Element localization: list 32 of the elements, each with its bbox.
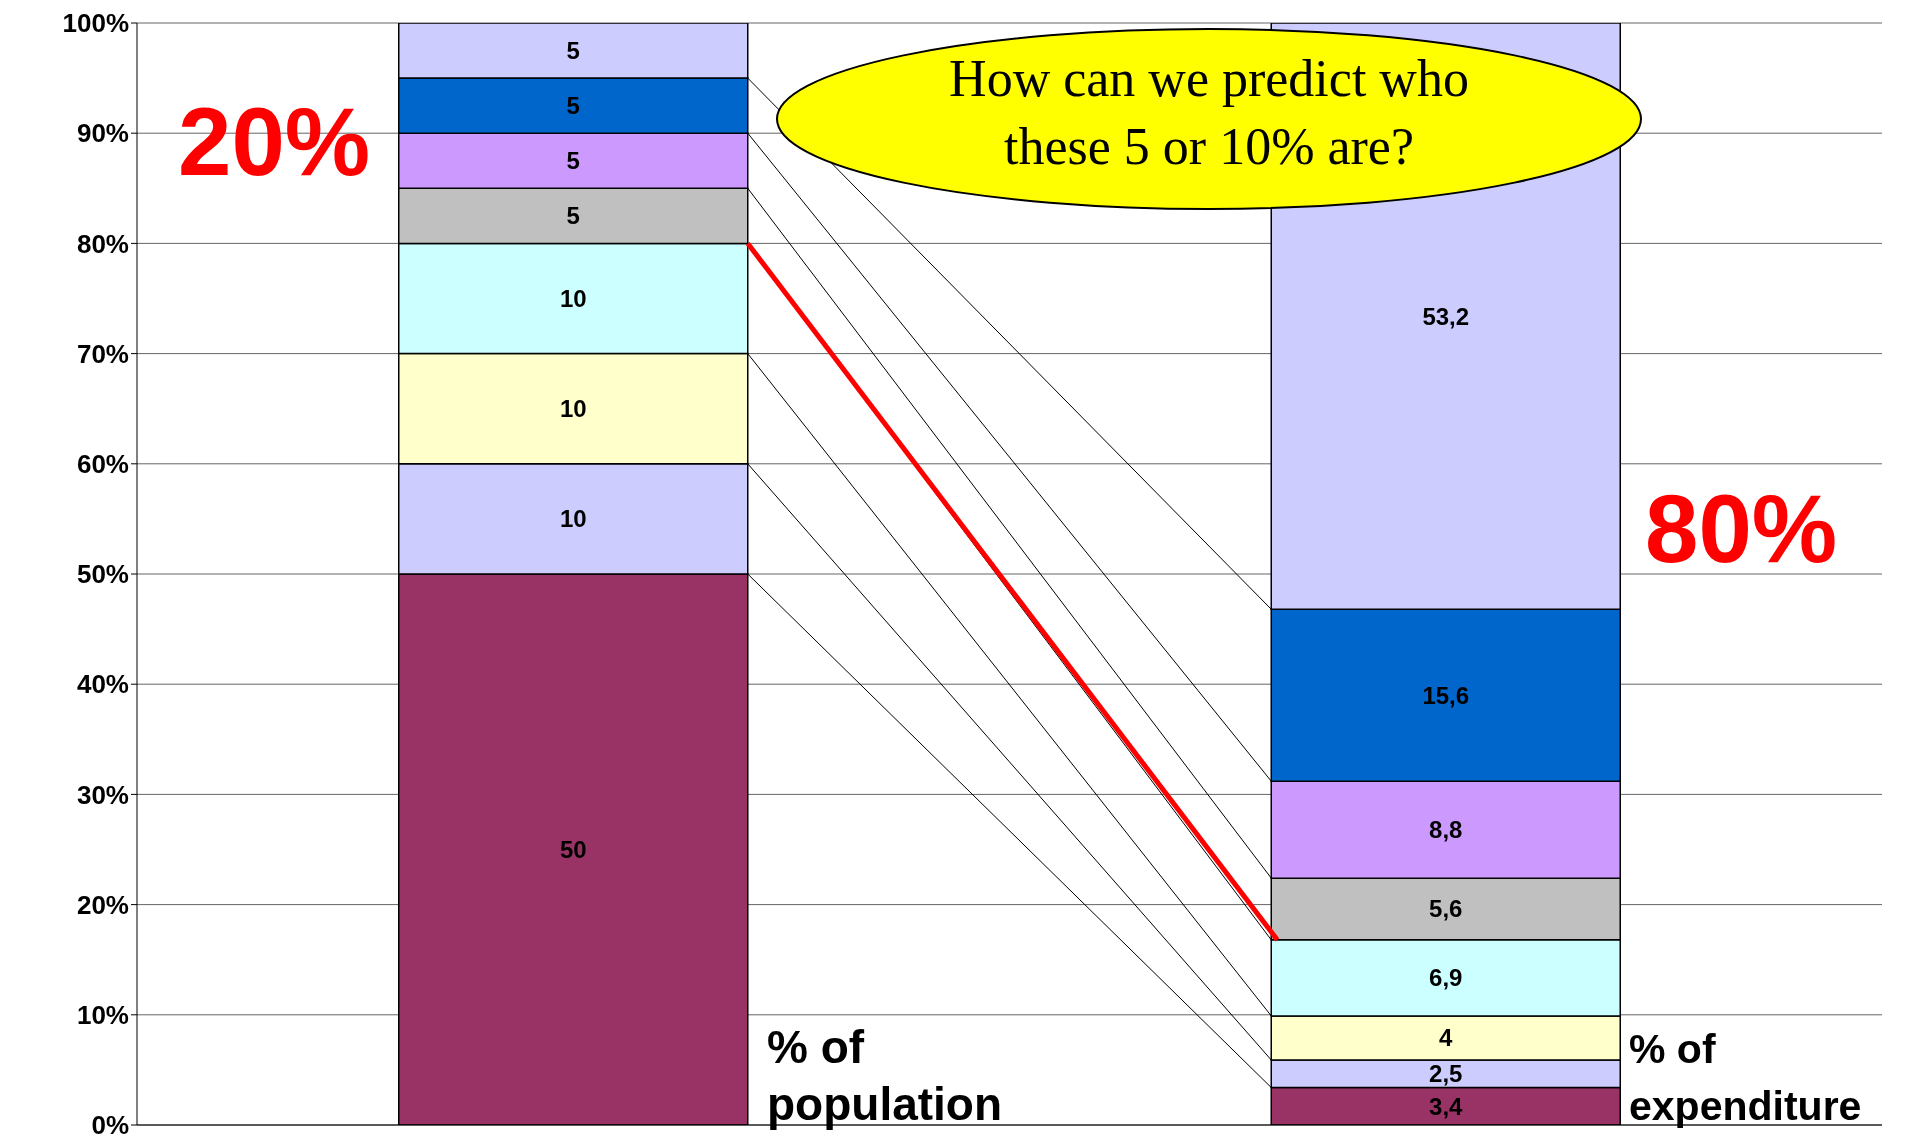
y-tick-label: 20% [76, 889, 129, 920]
annotation: 20% [178, 88, 371, 195]
data-label: 5 [566, 36, 580, 64]
y-tick-label: 60% [76, 449, 129, 480]
y-tick-label: 50% [76, 559, 129, 590]
y-tick-label: 70% [76, 338, 129, 369]
data-label: 50 [559, 835, 587, 863]
data-label: 4 [1439, 1024, 1454, 1052]
data-label: 6,9 [1429, 964, 1463, 992]
data-label: 5 [566, 202, 580, 230]
data-label: 10 [559, 284, 587, 312]
y-tick-label: 30% [76, 779, 129, 810]
y-tick-label: 10% [76, 1000, 129, 1031]
data-label: 8,8 [1429, 816, 1463, 844]
data-label: 5 [566, 147, 580, 175]
annotation: 80% [1645, 475, 1838, 582]
data-label: 15,6 [1422, 681, 1470, 709]
data-label: 3,4 [1429, 1092, 1464, 1120]
annotation: % of expenditure [1629, 1026, 1862, 1129]
y-tick-label: 40% [76, 669, 129, 700]
annotation: % of population [767, 1021, 1003, 1130]
y-tick-label: 80% [76, 228, 129, 259]
data-label: 10 [559, 395, 587, 423]
annotation: How can we predict who these 5 or 10% are? [949, 50, 1469, 175]
y-tick-label: 100% [62, 8, 129, 39]
y-tick-label: 0% [91, 1110, 129, 1141]
data-label: 10 [559, 505, 587, 533]
y-tick-label: 90% [76, 118, 129, 149]
data-label: 2,5 [1429, 1060, 1463, 1088]
data-label: 5,6 [1429, 895, 1463, 923]
data-label: 53,2 [1422, 302, 1470, 330]
data-label: 5 [566, 92, 580, 120]
